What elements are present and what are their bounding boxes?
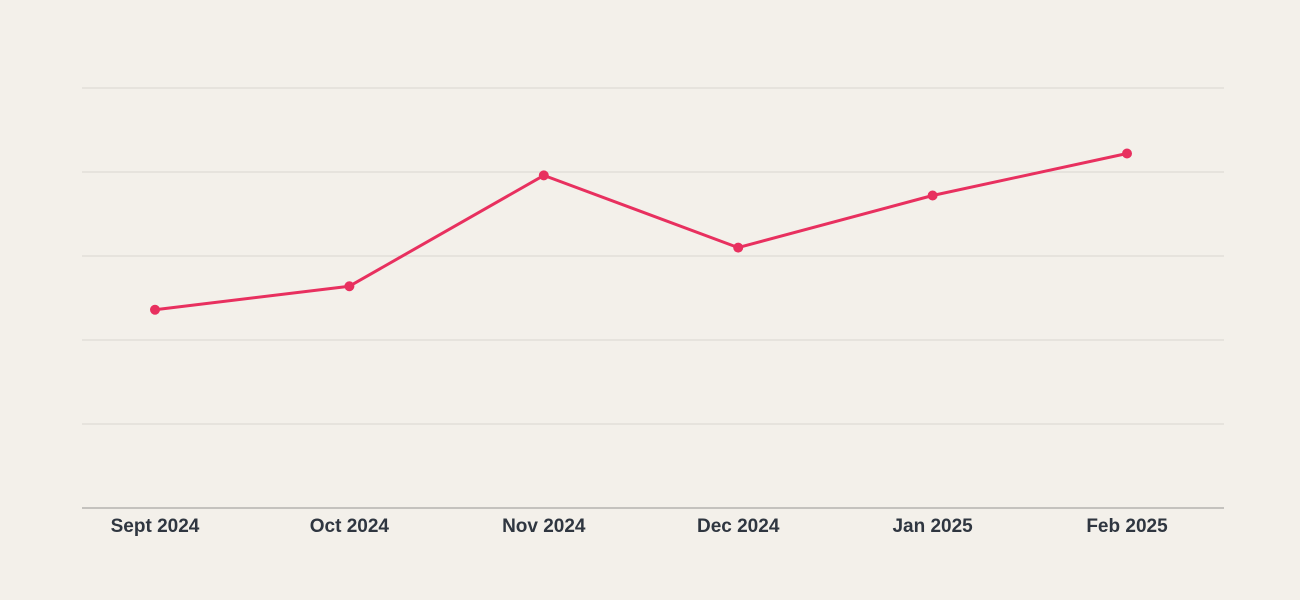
gridlines	[82, 87, 1224, 425]
x-tick-label: Jan 2025	[892, 516, 973, 537]
data-point	[150, 304, 160, 315]
x-tick-label: Nov 2024	[502, 516, 586, 537]
data-point	[1122, 148, 1132, 159]
data-point	[733, 242, 744, 253]
x-tick-label: Dec 2024	[697, 516, 780, 537]
x-tick-labels: Sept 2024 Oct 2024 Nov 2024 Dec 2024 Jan 202…	[111, 516, 1168, 537]
x-tick-label: Oct 2024	[310, 516, 390, 537]
x-tick-label: Sept 2024	[111, 516, 200, 537]
x-tick-label: Feb 2025	[1086, 516, 1168, 537]
series	[150, 148, 1132, 315]
series-line	[153, 152, 1129, 312]
data-point	[538, 170, 549, 181]
data-point	[344, 281, 355, 292]
data-point	[927, 190, 938, 201]
